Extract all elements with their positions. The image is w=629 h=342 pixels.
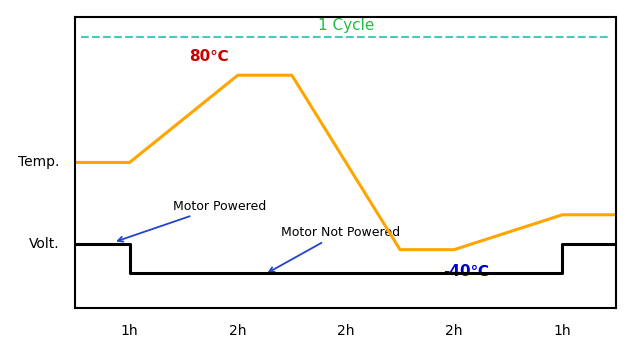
Text: 1h: 1h — [554, 324, 571, 338]
Text: Temp.: Temp. — [18, 156, 59, 169]
Text: 2h: 2h — [229, 324, 247, 338]
Text: 80℃: 80℃ — [189, 49, 229, 64]
Text: 2h: 2h — [445, 324, 463, 338]
Text: 2h: 2h — [337, 324, 355, 338]
Text: -40℃: -40℃ — [443, 264, 489, 279]
Text: Motor Powered: Motor Powered — [118, 199, 266, 241]
Text: Volt.: Volt. — [29, 237, 59, 251]
Text: 1h: 1h — [121, 324, 138, 338]
Text: Motor Not Powered: Motor Not Powered — [269, 226, 400, 272]
Text: 1 Cycle: 1 Cycle — [318, 18, 374, 33]
